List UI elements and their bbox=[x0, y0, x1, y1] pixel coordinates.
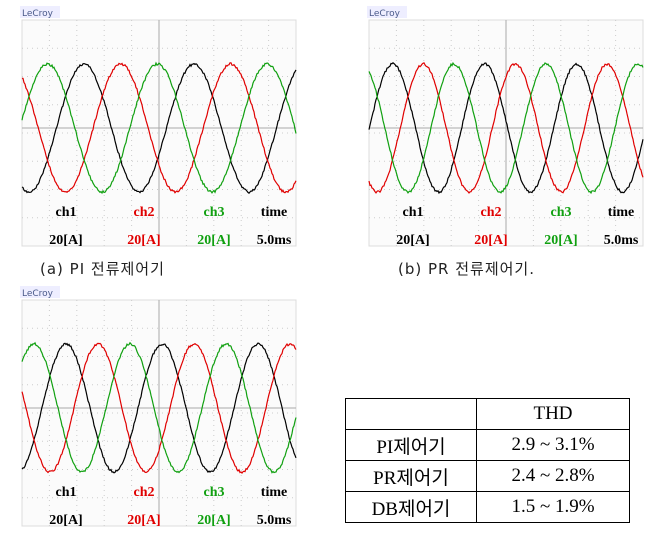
thd-table: THD PI제어기2.9 ~ 3.1% PR제어기2.4 ~ 2.8% DB제어… bbox=[345, 398, 630, 523]
header-cell bbox=[346, 399, 477, 430]
oscilloscope: LeCroy ch1 20[A] ch2 20[A] ch3 20[A] time 5.0ms bbox=[18, 4, 300, 250]
cell: 2.9 ~ 3.1% bbox=[477, 430, 630, 461]
channel-scale: 20[A] bbox=[474, 233, 507, 248]
header-cell: THD bbox=[477, 399, 630, 430]
channel-scale: 20[A] bbox=[49, 513, 82, 528]
brand: LeCroy bbox=[22, 9, 54, 19]
caption: (b) PR 전류제어기. bbox=[398, 258, 535, 279]
cell: 2.4 ~ 2.8% bbox=[477, 461, 630, 492]
cell: PR제어기 bbox=[346, 461, 477, 492]
time-name: time bbox=[608, 205, 634, 220]
brand: LeCroy bbox=[22, 289, 54, 299]
channel-name: ch3 bbox=[204, 205, 225, 220]
caption: (a) PI 전류제어기 bbox=[40, 258, 165, 279]
channel-scale: 20[A] bbox=[49, 233, 82, 248]
brand: LeCroy bbox=[369, 9, 401, 19]
cell: 1.5 ~ 1.9% bbox=[477, 492, 630, 523]
time-name: time bbox=[261, 205, 287, 220]
oscilloscope: LeCroy ch1 20[A] ch2 20[A] ch3 20[A] time 5.0ms bbox=[365, 4, 647, 250]
channel-name: ch2 bbox=[481, 205, 502, 220]
oscilloscope: LeCroy ch1 20[A] ch2 20[A] ch3 20[A] time 5.0ms bbox=[18, 284, 300, 530]
channel-name: ch2 bbox=[134, 205, 155, 220]
channel-scale: 20[A] bbox=[197, 513, 230, 528]
table-header: THD bbox=[346, 399, 630, 430]
time-scale: 5.0ms bbox=[604, 233, 639, 248]
channel-scale: 20[A] bbox=[127, 513, 160, 528]
channel-name: ch2 bbox=[134, 485, 155, 500]
channel-name: ch3 bbox=[204, 485, 225, 500]
time-scale: 5.0ms bbox=[257, 513, 292, 528]
table-row: PI제어기2.9 ~ 3.1% bbox=[346, 430, 630, 461]
channel-name: ch3 bbox=[551, 205, 572, 220]
channel-name: ch1 bbox=[56, 485, 77, 500]
channel-scale: 20[A] bbox=[544, 233, 577, 248]
time-scale: 5.0ms bbox=[257, 233, 292, 248]
channel-name: ch1 bbox=[403, 205, 424, 220]
channel-scale: 20[A] bbox=[197, 233, 230, 248]
channel-scale: 20[A] bbox=[127, 233, 160, 248]
time-name: time bbox=[261, 485, 287, 500]
channel-scale: 20[A] bbox=[396, 233, 429, 248]
table-row: DB제어기1.5 ~ 1.9% bbox=[346, 492, 630, 523]
cell: PI제어기 bbox=[346, 430, 477, 461]
cell: DB제어기 bbox=[346, 492, 477, 523]
page: {"figures": [ {"brand": "LeCroy", "chann… bbox=[0, 0, 649, 533]
channel-name: ch1 bbox=[56, 205, 77, 220]
table-row: PR제어기2.4 ~ 2.8% bbox=[346, 461, 630, 492]
